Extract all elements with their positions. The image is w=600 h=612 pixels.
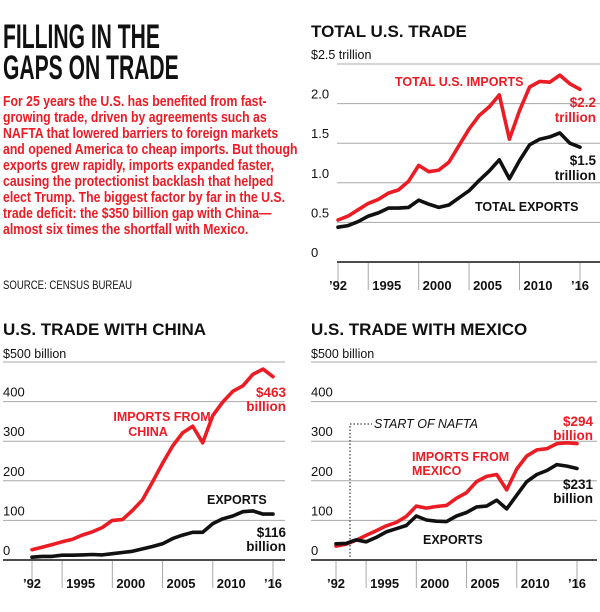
y-tick-label: 300 (3, 424, 25, 439)
headline: FILLING IN THE GAPS ON TRADE (3, 18, 293, 87)
x-tick-label: 2010 (524, 278, 553, 293)
y-tick-label: 300 (311, 424, 333, 439)
x-tick-label: 2000 (423, 278, 452, 293)
imports-end-value: $294 (563, 414, 594, 429)
chart-title: U.S. TRADE WITH CHINA (3, 320, 206, 339)
y-tick-label: 0 (311, 543, 318, 558)
nafta-marker-line (349, 423, 372, 557)
source-note: SOURCE: CENSUS BUREAU (3, 278, 133, 292)
nafta-annotation: START OF NAFTA (349, 417, 478, 557)
y-tick-label: 2.0 (311, 87, 329, 102)
exports-series-label: EXPORTS (423, 533, 483, 547)
x-tick-label: ’16 (568, 576, 586, 591)
x-tick-label: 2005 (473, 278, 502, 293)
x-axis: ’92 1995 2000 2005 2010 ’16 (329, 261, 600, 293)
y-axis-labels: 0 0.5 1.0 1.5 2.0 (311, 87, 329, 260)
y-tick-label: 200 (3, 464, 25, 479)
y-tick-label: 400 (3, 385, 25, 400)
y-axis-labels: 0 100 200 300 400 (3, 385, 25, 558)
imports-series-label-line-1: IMPORTS FROM (113, 410, 210, 424)
imports-end-unit: trillion (555, 110, 596, 125)
x-tick-label: 2000 (116, 576, 145, 591)
x-tick-label: ’92 (327, 576, 345, 591)
y-unit-label: $2.5 trillion (311, 48, 371, 62)
y-tick-label: 400 (311, 385, 333, 400)
imports-end-value: $2.2 (570, 95, 596, 110)
china-trade-chart: U.S. TRADE WITH CHINA $500 billion 0 100 2… (3, 320, 287, 591)
exports-end-unit: trillion (555, 168, 596, 183)
exports-line (334, 462, 579, 546)
y-tick-label: 100 (311, 503, 333, 518)
x-tick-label: 2005 (471, 576, 500, 591)
exports-series-label: EXPORTS (207, 493, 267, 507)
y-axis-labels: 0 100 200 300 400 (311, 385, 333, 558)
gridlines (337, 63, 600, 223)
series-lines (334, 441, 579, 548)
y-unit-label: $500 billion (311, 347, 374, 361)
imports-series-label: TOTAL U.S. IMPORTS (395, 75, 523, 89)
imports-end-value: $463 (256, 385, 287, 400)
exports-end-value: $116 (257, 525, 287, 540)
imports-line (334, 441, 579, 548)
gridlines (311, 361, 597, 521)
x-tick-label: ’92 (329, 278, 347, 293)
nafta-annotation-text: START OF NAFTA (374, 417, 478, 431)
imports-line (336, 73, 582, 222)
y-tick-label: 1.0 (311, 166, 329, 181)
x-tick-label: ’16 (571, 278, 589, 293)
x-axis: ’92 1995 2000 2005 2010 ’16 (3, 559, 285, 591)
total-trade-chart: TOTAL U.S. TRADE $2.5 trillion 0 0.5 1.0 1.… (311, 22, 600, 293)
intro-text: For 25 years the U.S. has benefited from… (3, 94, 298, 238)
y-tick-label: 1.5 (311, 126, 329, 141)
exports-line (336, 131, 582, 229)
x-tick-label: 2005 (167, 576, 196, 591)
imports-series-label-line-2: MEXICO (412, 464, 462, 478)
x-tick-label: 1995 (370, 576, 399, 591)
exports-end-unit: billion (246, 539, 286, 554)
imports-end-unit: billion (553, 428, 593, 443)
x-tick-label: ’92 (23, 576, 41, 591)
y-tick-label: 0 (311, 245, 318, 260)
y-tick-label: 100 (3, 503, 25, 518)
mexico-trade-chart: U.S. TRADE WITH MEXICO $500 billion 0 100… (311, 320, 597, 591)
x-axis: ’92 1995 2000 2005 2010 ’16 (311, 559, 597, 591)
series-lines (30, 367, 275, 559)
x-tick-label: 2010 (521, 576, 550, 591)
exports-end-value: $1.5 (570, 153, 597, 168)
imports-series-label-line-1: IMPORTS FROM (412, 450, 509, 464)
x-tick-label: 1995 (66, 576, 95, 591)
imports-end-unit: billion (246, 399, 286, 414)
gridlines (3, 361, 285, 521)
x-tick-label: 2000 (420, 576, 449, 591)
exports-end-unit: billion (553, 491, 593, 506)
x-tick-label: 1995 (372, 278, 401, 293)
chart-title: U.S. TRADE WITH MEXICO (311, 320, 527, 339)
imports-line (30, 367, 275, 552)
imports-series-label-line-2: CHINA (128, 425, 168, 439)
exports-series-label: TOTAL EXPORTS (475, 200, 579, 214)
y-unit-label: $500 billion (3, 347, 66, 361)
headline-line-2: GAPS ON TRADE (3, 49, 179, 87)
exports-line (30, 509, 275, 559)
x-tick-label: ’16 (264, 576, 282, 591)
chart-title: TOTAL U.S. TRADE (311, 22, 467, 41)
y-tick-label: 0.5 (311, 205, 329, 220)
headline-line-1: FILLING IN THE (3, 18, 160, 56)
x-tick-label: 2010 (217, 576, 246, 591)
y-tick-label: 0 (3, 543, 10, 558)
y-tick-label: 200 (311, 464, 333, 479)
exports-end-value: $231 (563, 477, 594, 492)
series-lines (336, 73, 582, 229)
